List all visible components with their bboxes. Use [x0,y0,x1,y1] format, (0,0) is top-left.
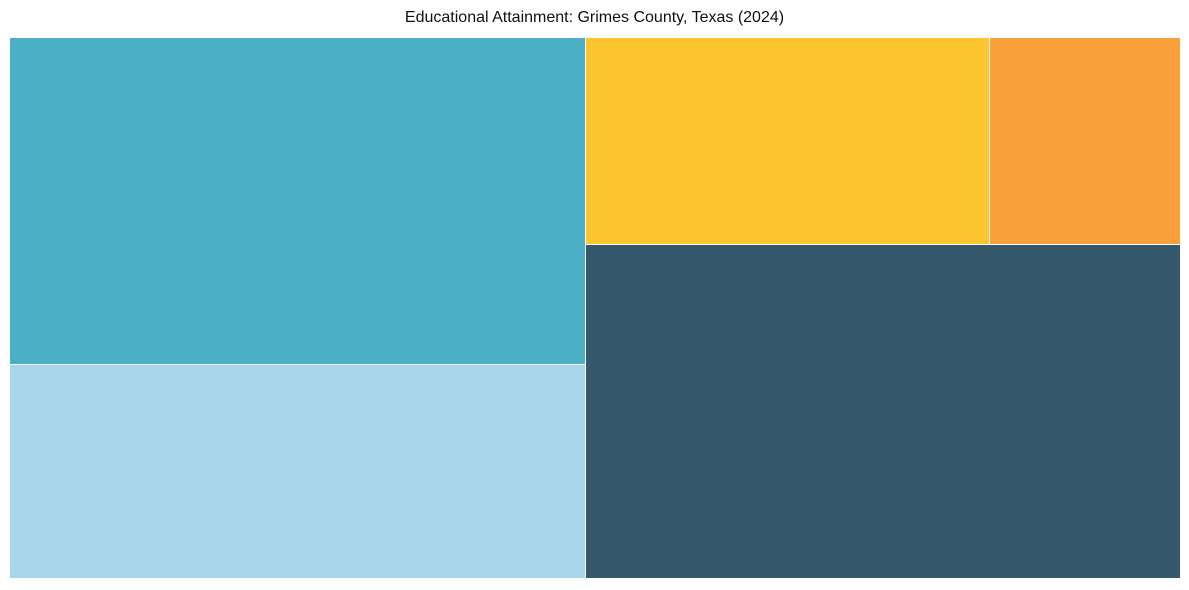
treemap-tile-yellow-segment[interactable] [585,37,991,246]
treemap-tile-teal-segment[interactable] [9,37,587,366]
treemap-tile-light-blue-segment[interactable] [9,364,587,579]
treemap-tile-orange-segment[interactable] [989,37,1181,246]
treemap-tile-dark-slate-segment[interactable] [585,244,1181,579]
treemap-plot-area [9,37,1181,579]
chart-title: Educational Attainment: Grimes County, T… [404,9,785,26]
